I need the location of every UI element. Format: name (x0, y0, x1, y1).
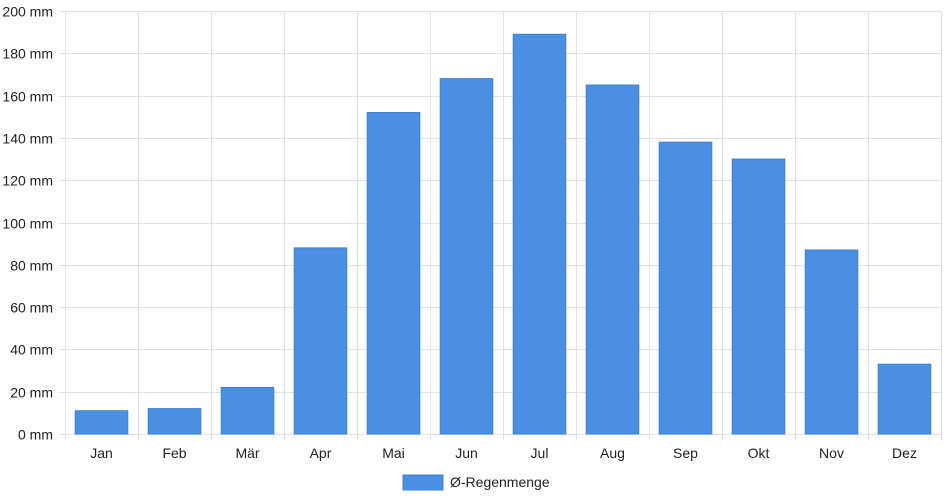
bar[interactable] (293, 247, 348, 435)
y-tick-label: 200 mm (2, 4, 53, 20)
y-tick-label: 180 mm (2, 46, 53, 62)
x-tick-label: Nov (819, 445, 844, 461)
y-axis-tick-labels: 0 mm 20 mm 40 mm 60 mm 80 mm 100 mm 120 mm 140 … (2, 4, 53, 443)
grid-lines (59, 11, 942, 440)
bar[interactable] (366, 112, 421, 435)
y-tick-label: 80 mm (10, 258, 53, 274)
x-tick-label: Okt (748, 445, 770, 461)
legend-swatch[interactable] (402, 474, 444, 491)
legend-label[interactable]: Ø-Regenmenge (450, 474, 550, 490)
bar[interactable] (512, 33, 567, 435)
legend[interactable]: Ø-Regenmenge (402, 474, 550, 491)
bars (74, 33, 932, 435)
y-tick-label: 40 mm (10, 342, 53, 358)
y-tick-label: 0 mm (18, 427, 53, 443)
bar[interactable] (877, 363, 932, 435)
bar[interactable] (147, 408, 202, 435)
x-axis-tick-labels: Jan Feb Mär Apr Mai Jun Jul Aug Sep Okt Nov Dez (90, 445, 917, 461)
x-tick-label: Aug (600, 445, 625, 461)
x-tick-label: Jan (90, 445, 113, 461)
bar[interactable] (731, 158, 786, 435)
bar[interactable] (74, 410, 129, 435)
y-tick-label: 100 mm (2, 216, 53, 232)
x-tick-label: Feb (162, 445, 186, 461)
y-tick-label: 160 mm (2, 89, 53, 105)
bar[interactable] (804, 249, 859, 435)
x-tick-label: Apr (310, 445, 332, 461)
bar[interactable] (585, 84, 640, 435)
bar[interactable] (439, 78, 494, 435)
x-tick-label: Dez (892, 445, 917, 461)
bar[interactable] (220, 386, 275, 435)
y-tick-label: 20 mm (10, 385, 53, 401)
y-tick-label: 60 mm (10, 300, 53, 316)
y-tick-label: 140 mm (2, 131, 53, 147)
bar[interactable] (658, 141, 713, 435)
x-tick-label: Jul (531, 445, 549, 461)
x-tick-label: Sep (673, 445, 698, 461)
y-tick-label: 120 mm (2, 173, 53, 189)
x-tick-label: Mär (235, 445, 259, 461)
x-tick-label: Jun (455, 445, 478, 461)
x-tick-label: Mai (382, 445, 405, 461)
